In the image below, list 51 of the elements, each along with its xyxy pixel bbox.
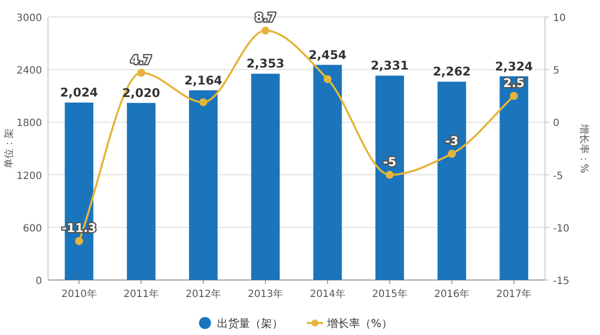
data-label: 2,024 — [60, 86, 98, 100]
y-tick-label: 600 — [22, 223, 42, 234]
y2-tick-label: -5 — [553, 170, 563, 182]
y2-tick-label: 10 — [553, 13, 566, 24]
point — [386, 170, 394, 179]
point — [199, 98, 208, 106]
bar — [438, 82, 466, 280]
y-tick-label: 1800 — [16, 118, 42, 130]
data-label: 2,164 — [184, 73, 222, 88]
x-tick-label: 2017年 — [496, 288, 532, 300]
bar — [126, 102, 156, 280]
data-label: 2,324 — [494, 59, 533, 74]
y2-tick-label: 5 — [553, 66, 560, 77]
x-tick-label: 2016年 — [434, 288, 470, 300]
bar — [313, 64, 342, 280]
point — [448, 150, 456, 158]
data-label: 8.7 — [254, 10, 276, 25]
x-tick-label: 2013年 — [248, 288, 284, 300]
data-label: 4.7 — [130, 52, 152, 67]
point — [137, 68, 146, 77]
x-tick-label: 2015年 — [372, 288, 408, 300]
data-label: 2,454 — [308, 48, 347, 62]
data-label: -5 — [383, 154, 396, 169]
y-tick-label: 3000 — [16, 13, 42, 24]
data-label: 2,331 — [370, 58, 409, 73]
bar — [251, 74, 280, 280]
y2-tick-label: -10 — [553, 223, 570, 234]
x-tick-label: 2012年 — [186, 288, 222, 300]
y2-tick-label: -15 — [553, 276, 570, 287]
y-tick-label: 1200 — [16, 170, 42, 182]
point — [261, 26, 270, 35]
point — [510, 92, 518, 100]
legend-label: 增长率（%） — [326, 317, 392, 330]
y2-tick-label: 0 — [553, 118, 560, 130]
x-tick-label: 2010年 — [61, 288, 97, 300]
y-tick-label: 2400 — [16, 66, 42, 77]
legend-label: 出货量（架） — [217, 317, 283, 330]
y-axis-title: 单位：架 — [3, 128, 15, 168]
data-label: 2.5 — [503, 76, 525, 90]
bar — [500, 76, 528, 280]
bar — [375, 76, 404, 280]
x-tick-label: 2011年 — [123, 288, 159, 300]
point — [324, 75, 332, 84]
data-label: 2,353 — [246, 56, 284, 71]
bar — [189, 90, 218, 280]
x-tick-label: 2014年 — [310, 288, 346, 300]
data-label: -3 — [445, 134, 458, 148]
point — [75, 237, 84, 246]
y2-axis-title: 增长率：% — [578, 122, 590, 174]
y-tick-label: 0 — [36, 276, 42, 287]
data-label: 2,262 — [432, 64, 471, 79]
